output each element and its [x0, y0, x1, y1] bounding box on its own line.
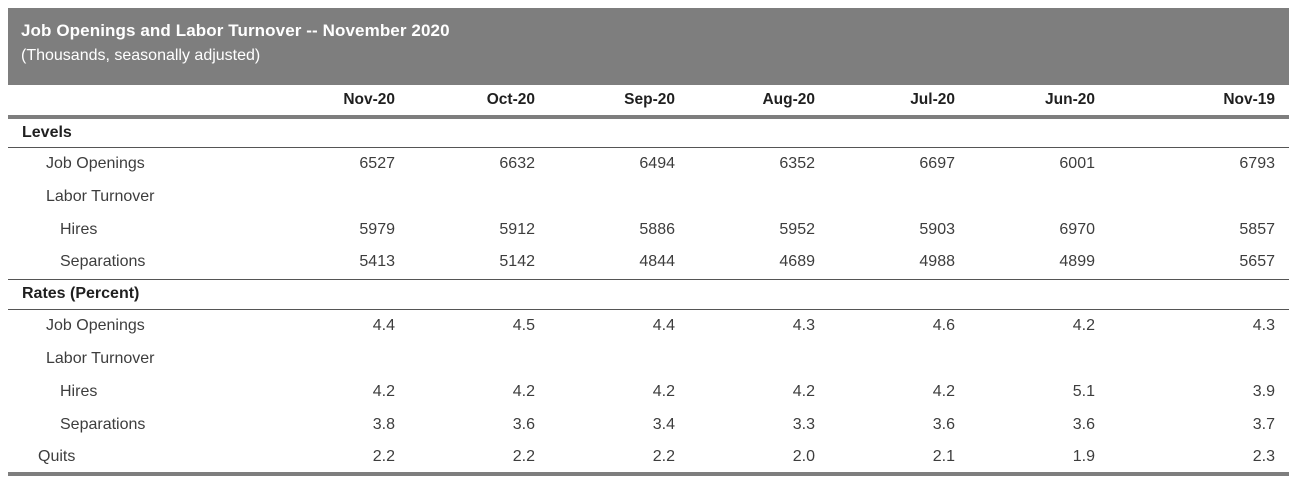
report-title: Job Openings and Labor Turnover -- Novem…: [21, 21, 450, 40]
value-cell: [269, 180, 409, 213]
value-cell: 4.2: [512, 382, 535, 400]
row-label: Separations: [60, 415, 146, 433]
value-cell: [549, 180, 689, 213]
value-cell: 5952: [779, 220, 815, 238]
value-cell: 4.2: [372, 382, 395, 400]
column-header-nov-19: Nov-19: [1109, 85, 1289, 119]
row-label: Hires: [60, 382, 98, 400]
value-cell: 5142: [499, 253, 535, 271]
row-label: Quits: [38, 447, 76, 465]
row-label: Labor Turnover: [46, 187, 155, 205]
row-label: Separations: [60, 253, 146, 271]
value-cell: 6793: [1239, 154, 1275, 172]
value-cell: 6527: [359, 154, 395, 172]
section-label: Levels: [8, 117, 1289, 148]
value-cell: 5912: [499, 220, 535, 238]
value-cell: 4.4: [372, 316, 395, 334]
jolts-data-table: Nov-20 Oct-20 Sep-20 Aug-20 Jul-20 Jun-20 Nov-…: [8, 85, 1289, 476]
value-cell: 4.2: [932, 382, 955, 400]
value-cell: 5.1: [1072, 382, 1095, 400]
value-cell: 3.4: [652, 415, 675, 433]
value-cell: [969, 342, 1109, 375]
value-cell: 4.2: [1072, 316, 1095, 334]
row-label: Labor Turnover: [46, 349, 155, 367]
column-header-jun-20: Jun-20: [969, 85, 1109, 119]
value-cell: 4899: [1059, 253, 1095, 271]
value-cell: 3.9: [1252, 382, 1275, 400]
value-cell: 2.2: [652, 447, 675, 465]
table-row: Job Openings 4.4 4.5 4.4 4.3 4.6 4.2 4.3: [8, 309, 1289, 342]
column-header-row: Nov-20 Oct-20 Sep-20 Aug-20 Jul-20 Jun-20 Nov-…: [8, 85, 1289, 119]
value-cell: [689, 342, 829, 375]
value-cell: [969, 180, 1109, 213]
table-row: Hires 4.2 4.2 4.2 4.2 4.2 5.1 3.9: [8, 375, 1289, 408]
row-label-header-blank: [8, 85, 269, 119]
column-header-nov-20: Nov-20: [269, 85, 409, 119]
section-label: Rates (Percent): [8, 278, 1289, 310]
column-header-jul-20: Jul-20: [829, 85, 969, 119]
column-header-sep-20: Sep-20: [549, 85, 689, 119]
value-cell: 2.2: [512, 447, 535, 465]
value-cell: [829, 180, 969, 213]
value-cell: 2.0: [792, 447, 815, 465]
column-header-oct-20: Oct-20: [409, 85, 549, 119]
value-cell: 4.2: [652, 382, 675, 400]
value-cell: 4.3: [792, 316, 815, 334]
value-cell: 2.2: [372, 447, 395, 465]
value-cell: 3.7: [1252, 415, 1275, 433]
value-cell: 4988: [919, 253, 955, 271]
table-row: Quits 2.2 2.2 2.2 2.0 2.1 1.9 2.3: [8, 441, 1289, 474]
value-cell: 3.6: [932, 415, 955, 433]
report-subtitle: (Thousands, seasonally adjusted): [21, 47, 261, 64]
value-cell: 3.6: [1072, 415, 1095, 433]
value-cell: [829, 342, 969, 375]
value-cell: 3.3: [792, 415, 815, 433]
section-row: Rates (Percent): [8, 278, 1289, 310]
value-cell: 3.6: [512, 415, 535, 433]
value-cell: 5886: [639, 220, 675, 238]
value-cell: 5857: [1239, 220, 1275, 238]
table-row: Separations 5413 5142 4844 4689 4988 4899 5657: [8, 246, 1289, 279]
value-cell: 5903: [919, 220, 955, 238]
section-row: Levels: [8, 117, 1289, 148]
value-cell: [689, 180, 829, 213]
value-cell: 6970: [1059, 220, 1095, 238]
value-cell: 5413: [359, 253, 395, 271]
value-cell: 4.2: [792, 382, 815, 400]
value-cell: 2.3: [1252, 447, 1275, 465]
value-cell: [409, 180, 549, 213]
report-title-bar: Job Openings and Labor Turnover -- Novem…: [8, 8, 1289, 85]
value-cell: 5979: [359, 220, 395, 238]
value-cell: 4.4: [652, 316, 675, 334]
value-cell: 6352: [779, 154, 815, 172]
value-cell: [1109, 342, 1289, 375]
value-cell: [549, 342, 689, 375]
table-row: Labor Turnover: [8, 342, 1289, 375]
value-cell: 6001: [1059, 154, 1095, 172]
value-cell: 4689: [779, 253, 815, 271]
value-cell: 5657: [1239, 253, 1275, 271]
column-header-aug-20: Aug-20: [689, 85, 829, 119]
table-row: Hires 5979 5912 5886 5952 5903 6970 5857: [8, 213, 1289, 246]
value-cell: 3.8: [372, 415, 395, 433]
row-label: Hires: [60, 220, 98, 238]
value-cell: 6697: [919, 154, 955, 172]
value-cell: 4.6: [932, 316, 955, 334]
value-cell: [409, 342, 549, 375]
value-cell: 6494: [639, 154, 675, 172]
value-cell: 4.3: [1252, 316, 1275, 334]
value-cell: 2.1: [932, 447, 955, 465]
table-row: Job Openings 6527 6632 6494 6352 6697 6001 6793: [8, 147, 1289, 180]
value-cell: 6632: [499, 154, 535, 172]
value-cell: 4844: [639, 253, 675, 271]
value-cell: [1109, 180, 1289, 213]
value-cell: 4.5: [512, 316, 535, 334]
row-label: Job Openings: [46, 316, 145, 334]
table-row: Separations 3.8 3.6 3.4 3.3 3.6 3.6 3.7: [8, 408, 1289, 441]
value-cell: [269, 342, 409, 375]
table-row: Labor Turnover: [8, 180, 1289, 213]
row-label: Job Openings: [46, 154, 145, 172]
value-cell: 1.9: [1072, 447, 1095, 465]
